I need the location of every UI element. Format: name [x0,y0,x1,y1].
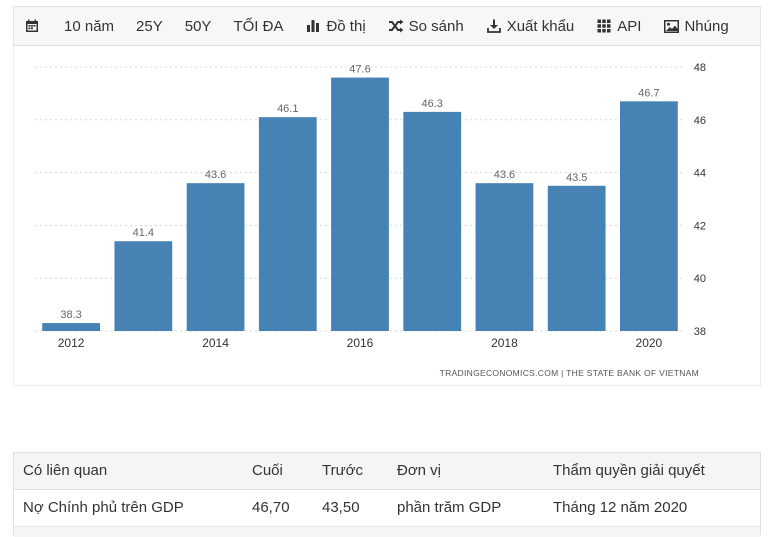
shuffle-icon [388,18,404,34]
row-name-link[interactable]: Nợ Chính phủ trên GDP [23,499,184,516]
related-table: Có liên quan Cuối Trước Đơn vị Thẩm quyề… [13,452,761,537]
data-label: 43.5 [566,172,587,184]
export-label: Xuất khẩu [506,17,575,35]
range-50y-button[interactable]: 50Y [184,17,212,35]
bar [114,241,173,331]
col-last-header[interactable]: Cuối [252,462,283,479]
y-tick-label: 40 [694,273,706,285]
row-last-value: 46,70 [252,499,290,516]
bar [42,323,100,331]
col-reference-header[interactable]: Thẩm quyền giải quyết [553,462,705,479]
image-icon [663,18,679,34]
download-icon [486,18,502,34]
x-tick-label: 2014 [202,336,229,350]
x-tick-label: 2012 [58,336,85,350]
range-max-button[interactable]: TỐI ĐA [233,17,284,35]
row-unit: phần trăm GDP [397,499,502,516]
bar [620,101,678,331]
col-previous-header[interactable]: Trước [322,462,363,479]
embed-button[interactable]: Nhúng [663,17,729,35]
bar [403,111,462,331]
data-label: 43.6 [205,169,226,181]
chart-type-button[interactable]: Đồ thị [305,17,366,35]
y-tick-label: 46 [694,115,706,127]
x-tick-label: 2020 [636,336,663,350]
compare-label: So sánh [408,17,464,35]
data-label: 46.7 [638,87,659,99]
bar [258,117,317,331]
x-tick-label: 2016 [347,336,374,350]
bar-chart-icon [305,18,321,34]
y-tick-label: 48 [694,62,706,74]
embed-label: Nhúng [684,17,729,35]
range-25y-button[interactable]: 25Y [136,17,163,35]
chart-toolbar: 10 năm 25Y 50Y TỐI ĐA Đồ thị So sánh Xuấ… [13,6,761,46]
data-label: 38.3 [60,309,81,321]
api-label: API [617,17,642,35]
export-button[interactable]: Xuất khẩu [486,17,575,35]
data-label: 41.4 [133,227,154,239]
col-unit-header[interactable]: Đơn vị [397,462,442,479]
chart-type-label: Đồ thị [326,17,366,35]
calendar-icon [24,18,40,34]
table-header: Có liên quan Cuối Trước Đơn vị Thẩm quyề… [14,453,760,490]
y-tick-label: 44 [694,168,706,180]
bar [331,77,389,331]
table-row-empty [14,527,760,537]
data-label: 46.1 [277,103,298,115]
data-label: 46.3 [422,98,443,110]
data-label: 47.6 [349,64,370,76]
bar [547,185,606,331]
x-tick-label: 2018 [491,336,518,350]
col-related-header[interactable]: Có liên quan [23,462,108,479]
bar-chart: 38 40 42 44 46 48 38.3 2012 41.4 43.6 2014 46.1 47.6… [35,62,706,378]
api-button[interactable]: API [596,18,641,35]
row-previous-value: 43,50 [322,499,360,516]
range-10y-button[interactable]: 10 năm [64,17,115,35]
data-label: 43.6 [494,169,515,181]
bar [475,183,534,331]
y-tick-label: 38 [694,326,706,338]
table-row: Nợ Chính phủ trên GDP 46,70 43,50 phần t… [14,490,760,527]
compare-button[interactable]: So sánh [388,18,464,35]
grid-icon [596,18,612,34]
y-tick-label: 42 [694,220,706,232]
calendar-button[interactable] [24,18,40,34]
row-reference: Tháng 12 năm 2020 [553,499,688,516]
source-credit: TRADINGECONOMICS.COM | THE STATE BANK OF… [440,368,699,378]
bar [186,183,245,331]
chart-panel: 38 40 42 44 46 48 38.3 2012 41.4 43.6 2014 46.1 47.6… [13,46,761,386]
